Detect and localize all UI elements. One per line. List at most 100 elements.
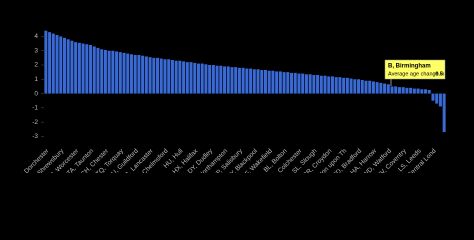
bar — [107, 50, 111, 94]
bar — [59, 36, 63, 94]
bar — [211, 65, 215, 94]
bar — [100, 49, 104, 94]
bar — [301, 73, 305, 94]
bar — [96, 47, 100, 94]
tooltip-title: B, Birmingham — [388, 64, 431, 70]
bar — [92, 46, 96, 94]
bar — [182, 61, 186, 94]
bar — [48, 32, 52, 94]
bar — [174, 60, 178, 94]
bar — [316, 75, 320, 94]
bar — [409, 87, 413, 94]
bar — [379, 82, 383, 94]
bar — [200, 63, 204, 94]
bar — [319, 75, 323, 94]
bar — [141, 55, 145, 94]
bar — [185, 62, 189, 94]
tooltip: B, Birmingham Average age change in yrs:… — [384, 59, 455, 86]
bar — [405, 87, 409, 94]
bar — [401, 87, 405, 94]
bar — [427, 90, 431, 94]
bar — [137, 55, 141, 94]
bar — [44, 30, 48, 94]
bar — [163, 59, 167, 94]
bar — [193, 62, 197, 94]
y-tick-label: 2 — [34, 62, 38, 69]
bar — [349, 78, 353, 94]
bar — [371, 81, 375, 94]
y-tick-label: 3 — [34, 47, 38, 54]
bar — [111, 50, 115, 94]
bar — [278, 71, 282, 94]
y-tick-label: 0 — [34, 90, 38, 97]
bar — [424, 89, 428, 94]
bar — [364, 80, 368, 94]
bar — [412, 88, 416, 94]
y-tick-label: -2 — [32, 119, 38, 126]
bar — [260, 70, 264, 94]
bar — [85, 44, 89, 94]
bar — [223, 66, 227, 94]
bar — [215, 65, 219, 94]
y-tick-label: 4 — [34, 33, 38, 40]
bar — [81, 43, 85, 94]
bar — [334, 77, 338, 94]
bar — [70, 40, 74, 94]
bar — [353, 79, 357, 94]
y-tick-label: -1 — [32, 105, 38, 112]
bar — [156, 57, 160, 94]
tooltip-label: Average age change in yrs: — [388, 71, 455, 77]
bar — [304, 74, 308, 94]
bar — [330, 76, 334, 94]
bar — [159, 58, 163, 94]
bar — [275, 71, 279, 94]
bar — [66, 39, 70, 94]
bar — [241, 67, 245, 94]
bar — [360, 80, 364, 94]
bar — [390, 86, 394, 94]
bar — [129, 54, 133, 94]
bar — [170, 60, 174, 94]
bar — [386, 84, 390, 94]
bar — [252, 69, 256, 94]
bar — [420, 89, 424, 94]
bar — [126, 53, 130, 94]
bar — [74, 42, 78, 94]
bar — [144, 56, 148, 94]
bar — [327, 76, 331, 94]
bar — [249, 68, 253, 94]
bar — [293, 72, 297, 94]
bar — [115, 51, 119, 94]
bar — [431, 93, 435, 101]
bar — [226, 66, 230, 94]
bar — [438, 93, 442, 107]
bar — [118, 52, 122, 94]
bar — [345, 77, 349, 94]
bar — [55, 35, 59, 94]
bar — [89, 45, 93, 94]
bar — [122, 52, 126, 94]
bar — [196, 63, 200, 94]
bar — [357, 79, 361, 94]
bar — [338, 77, 342, 94]
bar — [435, 93, 439, 104]
bar — [416, 88, 420, 94]
bar — [290, 72, 294, 94]
tooltip-value: 0.5 — [435, 71, 443, 77]
bar — [267, 70, 271, 94]
bar — [342, 77, 346, 94]
tooltip-box — [384, 59, 446, 80]
y-tick-label: 1 — [34, 76, 38, 83]
bar — [77, 42, 81, 94]
bar — [282, 72, 286, 94]
bar — [297, 73, 301, 94]
bar — [62, 37, 66, 94]
bar — [383, 83, 387, 94]
bar — [256, 69, 260, 94]
bar — [375, 82, 379, 94]
bar — [245, 68, 249, 94]
bar — [397, 87, 401, 94]
bar — [103, 50, 107, 94]
bar — [394, 86, 398, 94]
